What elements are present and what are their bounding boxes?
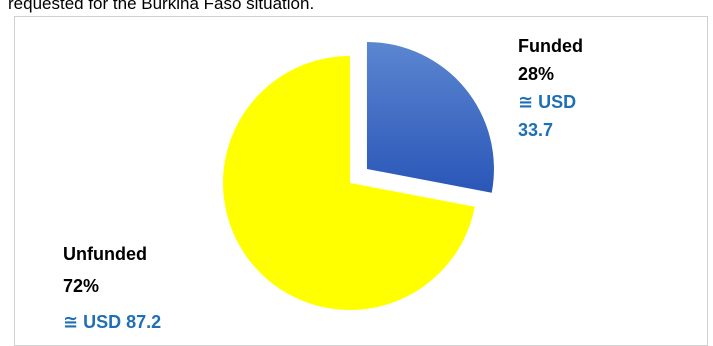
funded-amount-label-line1: ≅ USD <box>518 92 577 112</box>
unfunded-name-label: Unfunded <box>63 244 147 264</box>
pie-chart <box>223 41 494 311</box>
pie-slice-funded <box>366 41 494 193</box>
funded-name-label: Funded <box>518 36 583 56</box>
chart-caption: requested for the Burkina Faso situation… <box>8 0 315 13</box>
funded-amount-label-line2: 33.7 <box>518 120 554 140</box>
unfunded-percent-label: 72% <box>63 276 100 296</box>
pie-slice-unfunded <box>223 56 475 311</box>
funded-percent-label: 28% <box>518 64 555 84</box>
unfunded-amount-label: ≅ USD 87.2 <box>63 312 162 332</box>
